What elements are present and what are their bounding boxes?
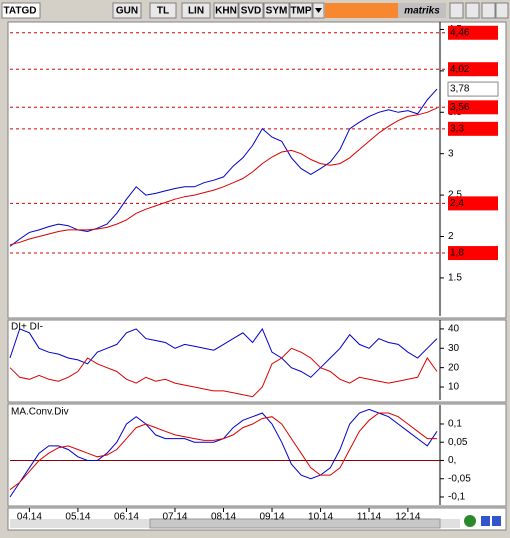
di-panel: [7, 319, 507, 403]
series-line: [9, 412, 437, 491]
level-box: [448, 62, 498, 77]
y-tick-label: -0,1: [448, 492, 466, 503]
x-tick-label: 07.14: [162, 512, 187, 523]
toolbar-button[interactable]: [263, 2, 290, 19]
level-box: [448, 196, 498, 211]
y-tick-label: 1.5: [448, 273, 462, 284]
x-tick-label: 05.14: [65, 512, 90, 523]
icon-x[interactable]: [495, 2, 509, 19]
toolbar-button[interactable]: [213, 2, 239, 19]
icon-max[interactable]: [465, 2, 480, 19]
button-label: SVD: [241, 6, 262, 17]
toolbar: TATGD matriks: [1, 2, 509, 19]
y-tick-label: 10: [448, 382, 460, 393]
y-tick-label: 0,: [448, 455, 456, 466]
symbol-icon[interactable]: [1, 2, 41, 19]
button-label: LIN: [188, 6, 204, 17]
panel-title: DI+ DI-: [11, 322, 43, 333]
x-tick-label: 06.14: [114, 512, 139, 523]
level-label: 2,4: [450, 198, 464, 209]
level-box: [448, 246, 498, 261]
price-panel: [7, 21, 507, 319]
series-line: [9, 347, 438, 398]
refresh-icon[interactable]: [464, 515, 476, 527]
level-label: 4,02: [450, 64, 470, 75]
level-box: [448, 100, 498, 115]
panel-title: MA.Conv.Div: [11, 407, 69, 418]
level-label: 4,46: [450, 27, 470, 38]
toolbar-button[interactable]: [112, 2, 142, 19]
y-tick-label: 2: [448, 231, 454, 242]
brand: matriks: [404, 6, 440, 17]
x-tick-label: 12.14: [395, 512, 420, 523]
y-tick-label: -0,05: [448, 473, 471, 484]
macd-panel: [7, 403, 507, 507]
level-box: [448, 25, 498, 40]
y-tick-label: 30: [448, 343, 460, 354]
button-label: KHN: [215, 6, 237, 17]
level-box: [448, 121, 498, 136]
x-tick-label: 08.14: [211, 512, 236, 523]
y-tick-label: 40: [448, 324, 460, 335]
icon-close[interactable]: [481, 2, 496, 19]
series-line: [9, 107, 438, 246]
y-tick-label: 20: [448, 362, 460, 373]
series-line: [9, 327, 438, 378]
series-line: [9, 88, 438, 247]
y-tick-label: 0,1: [448, 419, 462, 430]
symbol: TATGD: [4, 6, 37, 17]
y-tick-label: 2.5: [448, 190, 462, 201]
brand-box: [398, 3, 446, 18]
last-label: 3,78: [450, 84, 470, 95]
last-box: [447, 81, 499, 97]
button-label: TL: [157, 6, 169, 17]
scroll-right[interactable]: [492, 516, 501, 526]
scroll-thumb[interactable]: [149, 518, 441, 529]
toolbar-button[interactable]: [238, 2, 264, 19]
x-tick-label: 04.14: [17, 512, 42, 523]
level-label: 1,8: [450, 248, 464, 259]
level-label: 3,56: [450, 102, 470, 113]
toolbar-button[interactable]: [181, 2, 211, 19]
y-tick-label: 3: [448, 148, 454, 159]
x-tick-label: 09.14: [260, 512, 285, 523]
y-tick-label: 0,05: [448, 437, 468, 448]
icon-min[interactable]: [449, 2, 464, 19]
toolbar-button[interactable]: [289, 2, 313, 19]
toolbar-button[interactable]: [149, 2, 177, 19]
level-label: 3,3: [450, 123, 464, 134]
button-label: TMP: [290, 6, 311, 17]
button-label: GUN: [116, 6, 138, 17]
button-label: SYM: [266, 6, 288, 17]
scroll-left[interactable]: [481, 516, 490, 526]
x-tick-label: 11.14: [357, 512, 382, 523]
x-tick-label: 10.14: [308, 512, 333, 523]
dropdown-arrow: [315, 8, 322, 13]
